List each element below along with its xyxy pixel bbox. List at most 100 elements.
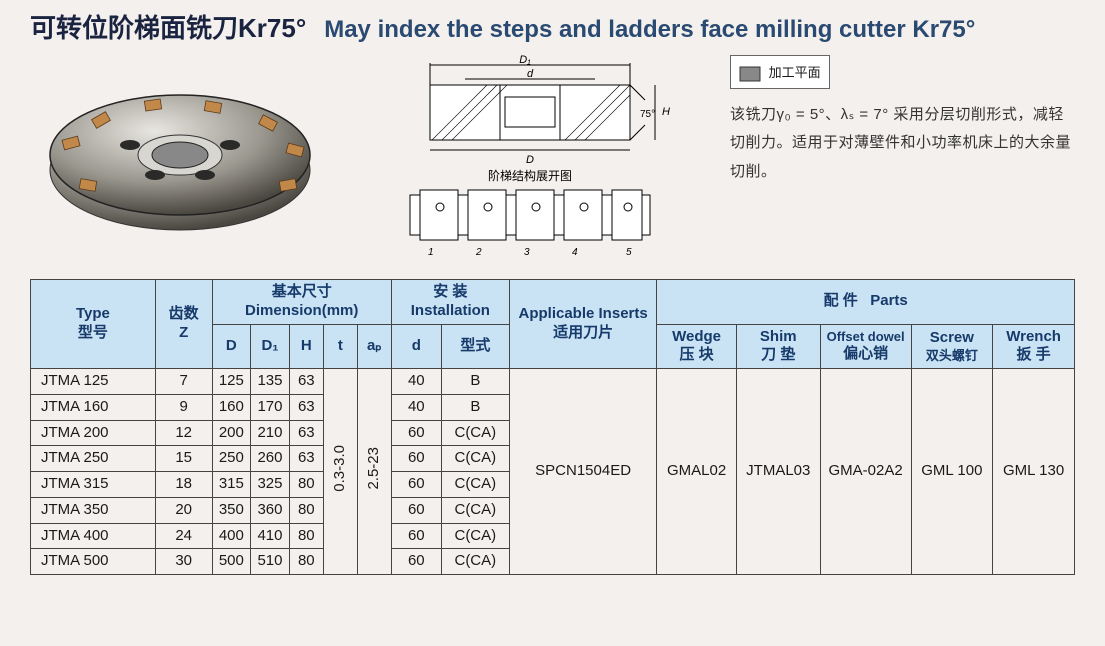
spec-table: Type 型号 齿数 Z 基本尺寸 Dimension(mm) 安 装 Inst… [30, 279, 1075, 575]
cell-style: B [441, 369, 509, 395]
description-block: 加工平面 该铣刀γ₀ = 5°、λₛ = 7° 采用分层切削形式，减轻切削力。适… [730, 55, 1075, 186]
cell-z: 15 [155, 446, 212, 472]
svg-text:2: 2 [475, 247, 482, 258]
svg-text:5: 5 [626, 247, 632, 258]
cell-style: B [441, 394, 509, 420]
svg-text:1: 1 [428, 247, 434, 258]
cell-style: C(CA) [441, 446, 509, 472]
cell-ap: 2.5-23 [357, 369, 391, 575]
cell-shim: JTMAL03 [736, 369, 820, 575]
svg-text:H: H [662, 106, 670, 118]
cell-d: 60 [391, 420, 441, 446]
cell-style: C(CA) [441, 497, 509, 523]
cell-D1: 170 [251, 394, 290, 420]
cell-wedge: GMAL02 [657, 369, 736, 575]
hdr-offset: Offset dowel偏心销 [820, 324, 911, 369]
cell-type: JTMA 125 [31, 369, 156, 395]
cell-D1: 360 [251, 497, 290, 523]
technical-diagram: D₁ d 75° [370, 55, 690, 265]
cell-D: 350 [212, 497, 251, 523]
cell-style: C(CA) [441, 472, 509, 498]
cell-z: 7 [155, 369, 212, 395]
cell-type: JTMA 315 [31, 472, 156, 498]
machining-icon: 加工平面 [730, 55, 830, 89]
title-cn: 可转位阶梯面铣刀Kr75° [30, 8, 306, 45]
cell-D1: 135 [251, 369, 290, 395]
cell-z: 24 [155, 523, 212, 549]
cell-D: 200 [212, 420, 251, 446]
cell-d: 40 [391, 394, 441, 420]
hdr-teeth: 齿数 Z [155, 280, 212, 369]
cell-D: 400 [212, 523, 251, 549]
cell-d: 60 [391, 549, 441, 575]
cell-H: 80 [289, 472, 323, 498]
cell-type: JTMA 500 [31, 549, 156, 575]
table-row: JTMA 1257125135630.3-3.02.5-2340BSPCN150… [31, 369, 1075, 395]
cell-D: 250 [212, 446, 251, 472]
cell-t: 0.3-3.0 [323, 369, 357, 575]
cell-D: 125 [212, 369, 251, 395]
cell-d: 60 [391, 472, 441, 498]
cell-type: JTMA 200 [31, 420, 156, 446]
product-photo [30, 55, 330, 265]
cell-D1: 260 [251, 446, 290, 472]
cell-D: 500 [212, 549, 251, 575]
hdr-style: 型式 [441, 324, 509, 369]
cell-D: 160 [212, 394, 251, 420]
cell-D1: 325 [251, 472, 290, 498]
cell-D1: 410 [251, 523, 290, 549]
cell-style: C(CA) [441, 420, 509, 446]
cell-z: 30 [155, 549, 212, 575]
description-text: 该铣刀γ₀ = 5°、λₛ = 7° 采用分层切削形式，减轻切削力。适用于对薄壁… [730, 101, 1075, 187]
page-title: 可转位阶梯面铣刀Kr75° May index the steps and la… [30, 8, 1075, 45]
title-en: May index the steps and ladders face mil… [324, 16, 975, 44]
hdr-installation: 安 装 Installation [391, 280, 509, 325]
hdr-t: t [323, 324, 357, 369]
cell-z: 12 [155, 420, 212, 446]
hdr-ap: aₚ [357, 324, 391, 369]
cell-z: 9 [155, 394, 212, 420]
hdr-inserts: Applicable Inserts 适用刀片 [509, 280, 657, 369]
cell-offset: GMA-02A2 [820, 369, 911, 575]
svg-text:D₁: D₁ [519, 55, 531, 66]
cell-H: 80 [289, 497, 323, 523]
hdr-screw: Screw双头螺钉 [911, 324, 993, 369]
icon-label: 加工平面 [769, 65, 821, 80]
cell-wrench: GML 130 [993, 369, 1075, 575]
cell-H: 63 [289, 420, 323, 446]
cell-type: JTMA 160 [31, 394, 156, 420]
svg-text:d: d [527, 68, 534, 80]
hdr-D: D [212, 324, 251, 369]
hdr-D1: D₁ [251, 324, 290, 369]
hdr-shim: Shim刀 垫 [736, 324, 820, 369]
cell-H: 63 [289, 394, 323, 420]
cell-H: 80 [289, 523, 323, 549]
svg-text:阶梯结构展开图: 阶梯结构展开图 [488, 168, 572, 183]
cell-z: 20 [155, 497, 212, 523]
hdr-wrench: Wrench扳 手 [993, 324, 1075, 369]
cell-D1: 510 [251, 549, 290, 575]
cell-type: JTMA 350 [31, 497, 156, 523]
svg-text:4: 4 [572, 247, 578, 258]
cell-style: C(CA) [441, 549, 509, 575]
cell-H: 63 [289, 446, 323, 472]
cell-type: JTMA 400 [31, 523, 156, 549]
cell-D1: 210 [251, 420, 290, 446]
cell-d: 60 [391, 523, 441, 549]
hdr-parts: 配 件 Parts [657, 280, 1075, 325]
svg-text:75°: 75° [640, 109, 655, 120]
top-content: D₁ d 75° [30, 55, 1075, 265]
cell-D: 315 [212, 472, 251, 498]
cell-type: JTMA 250 [31, 446, 156, 472]
hdr-type: Type 型号 [31, 280, 156, 369]
cell-style: C(CA) [441, 523, 509, 549]
cell-d: 60 [391, 446, 441, 472]
svg-text:3: 3 [524, 247, 530, 258]
svg-text:D: D [526, 154, 534, 166]
cell-screw: GML 100 [911, 369, 993, 575]
hdr-H: H [289, 324, 323, 369]
cell-d: 40 [391, 369, 441, 395]
cell-H: 63 [289, 369, 323, 395]
cell-z: 18 [155, 472, 212, 498]
hdr-wedge: Wedge压 块 [657, 324, 736, 369]
